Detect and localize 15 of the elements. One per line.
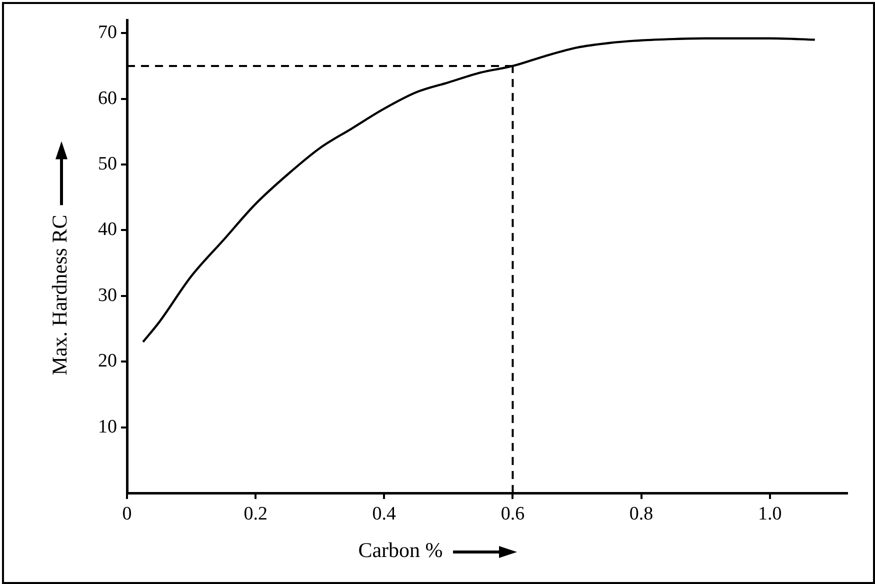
x-axis-title: Carbon % [358,538,443,562]
y-tick-label: 10 [98,416,117,438]
x-tick-label: 0.4 [372,503,397,524]
x-tick-label: 0.8 [629,503,654,524]
y-tick-label: 60 [98,88,117,109]
y-tick-label: 40 [98,219,117,240]
x-tick-label: 1.0 [758,503,782,524]
y-tick-label: 50 [98,154,117,175]
y-tick-label: 70 [98,22,117,44]
y-tick-label: 30 [98,284,117,306]
x-tick-label: 0.6 [500,503,525,524]
x-tick-label: 0 [122,503,132,524]
x-tick-label: 0.2 [244,503,268,524]
y-tick-label: 20 [98,350,117,372]
y-axis-title: Max. Hardness RC [48,214,72,376]
